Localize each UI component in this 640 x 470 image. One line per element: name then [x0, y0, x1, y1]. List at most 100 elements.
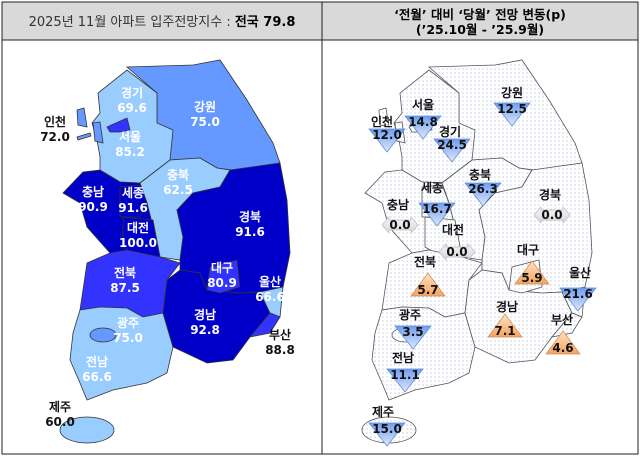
- index-value: 90.9: [78, 200, 108, 214]
- change-marker: 세종 16.7: [418, 180, 456, 227]
- down-triangle-icon: [493, 102, 531, 127]
- region-name: 경기: [121, 85, 143, 100]
- region-name: 전남: [392, 350, 414, 365]
- region-부산: [550, 312, 583, 338]
- up-triangle-icon: [410, 272, 446, 297]
- region-name: 제주: [372, 405, 394, 419]
- down-triangle-icon: [368, 128, 406, 153]
- change-marker: 대구 5.9: [514, 243, 550, 285]
- change-marker: 강원 12.5: [493, 86, 531, 127]
- down-triangle-icon: [464, 182, 502, 207]
- region-name: 서울: [119, 129, 141, 144]
- region-name: 강원: [501, 86, 523, 100]
- region-name: 경남: [194, 307, 216, 322]
- change-marker: 전남 11.1: [386, 350, 424, 393]
- change-value: 11.1: [390, 368, 420, 382]
- down-triangle-icon: [394, 325, 432, 350]
- header-bar: [1, 1, 639, 41]
- region-name: 전남: [86, 354, 108, 369]
- region-name: 인천: [371, 114, 393, 129]
- down-triangle-icon: [559, 287, 597, 312]
- index-value: 100.0: [119, 236, 157, 250]
- index-value: 80.9: [207, 276, 237, 290]
- left-title: 2025년 11월 아파트 입주전망지수 : 전국 79.8: [29, 14, 296, 30]
- change-marker: 충남 0.0: [381, 197, 419, 234]
- double-arrow-icon: [533, 206, 571, 224]
- region-name: 전북: [114, 265, 136, 280]
- index-value: 60.0: [45, 415, 75, 429]
- index-value: 62.5: [163, 183, 193, 197]
- index-map: [59, 59, 291, 444]
- change-marker: 경북 0.0: [533, 188, 571, 224]
- change-value: 21.6: [563, 287, 593, 301]
- change-marker: 전북 5.7: [410, 254, 446, 297]
- region-name: 경남: [496, 299, 518, 314]
- change-value: 15.0: [372, 422, 402, 436]
- down-triangle-icon: [404, 115, 442, 140]
- double-arrow-icon: [381, 216, 419, 234]
- up-triangle-icon: [487, 313, 523, 338]
- region-name: 대전: [442, 222, 464, 237]
- change-value: 5.7: [417, 283, 438, 297]
- region-name: 경기: [439, 124, 461, 139]
- region-대구: [206, 259, 241, 294]
- region-name: 경북: [539, 188, 561, 202]
- region-name: 부산: [269, 327, 291, 342]
- region-인천: [378, 107, 390, 128]
- double-arrow-icon: [438, 243, 476, 261]
- index-value: 75.0: [190, 115, 220, 129]
- index-labels: 경기69.6서울85.2인천72.0강원75.0충북62.5충남90.9세종91…: [40, 85, 295, 429]
- region-name: 울산: [569, 265, 591, 280]
- change-value: 3.5: [402, 325, 423, 339]
- change-value: 26.3: [468, 182, 498, 196]
- region-name: 서울: [412, 97, 434, 112]
- region-name: 충북: [167, 167, 189, 182]
- down-triangle-icon: [386, 368, 424, 393]
- change-value: 12.0: [372, 128, 402, 142]
- index-value: 85.2: [115, 145, 145, 159]
- change-value: 12.5: [497, 102, 527, 116]
- region-name: 충북: [469, 167, 491, 182]
- change-marker: 서울 14.8: [404, 97, 442, 140]
- region-name: 대전: [127, 220, 149, 235]
- index-value: 66.6: [82, 370, 112, 384]
- index-value: 88.8: [265, 343, 295, 357]
- region-name: 충남: [387, 197, 409, 212]
- change-value: 0.0: [389, 218, 410, 232]
- change-value: 4.6: [552, 341, 573, 355]
- index-value: 75.0: [113, 331, 143, 345]
- region-부산: [248, 312, 281, 338]
- change-marker: 경남 7.1: [487, 299, 523, 338]
- region-name: 울산: [259, 274, 281, 289]
- change-marker: 제주 15.0: [368, 405, 406, 447]
- index-value: 87.5: [110, 281, 140, 295]
- up-triangle-icon: [545, 330, 581, 355]
- region-name: 세종: [421, 180, 443, 195]
- change-marker: 부산 4.6: [545, 312, 581, 355]
- change-value: 5.9: [521, 271, 542, 285]
- region-name: 경북: [239, 210, 261, 224]
- region-name: 부산: [551, 312, 573, 327]
- index-value: 72.0: [40, 130, 70, 144]
- down-triangle-icon: [368, 422, 406, 447]
- region-name: 충남: [82, 184, 104, 199]
- right-subtitle: (’25.10월 - ’25.9월): [416, 22, 544, 37]
- region-광주: [89, 327, 117, 343]
- region-name: 광주: [399, 307, 421, 322]
- region-name: 전북: [414, 254, 436, 269]
